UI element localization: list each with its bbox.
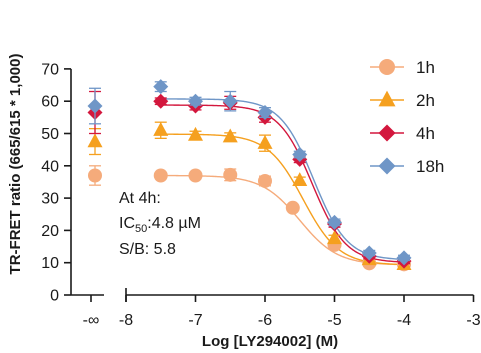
legend-label-18h: 18h	[416, 157, 444, 176]
data-point-2h	[292, 172, 308, 186]
data-point-2h-baseline	[87, 133, 103, 148]
y-axis-title: TR-FRET ratio (665/615 * 1,000)	[7, 54, 24, 275]
legend-marker-18h	[378, 157, 396, 175]
x-tick-label: -7	[188, 312, 202, 329]
legend-label-2h: 2h	[416, 91, 435, 110]
data-point-18h	[222, 93, 238, 109]
legend: 1h 2h 4h 18h	[370, 58, 444, 176]
data-point-4h	[153, 93, 169, 109]
x-tick-label: -4	[397, 312, 411, 329]
y-tick-label: 40	[41, 158, 59, 175]
y-tick-label: 0	[50, 288, 59, 305]
data-point-18h	[327, 214, 342, 230]
data-markers	[87, 79, 412, 272]
x-tick-label: -3	[466, 312, 480, 329]
data-point-18h	[153, 79, 169, 95]
data-point-18h	[188, 93, 203, 109]
fit-curve-4h	[160, 104, 405, 263]
x-tick-label: -5	[327, 312, 341, 329]
y-tick-label: 10	[41, 255, 59, 272]
x-tick-label: -8	[119, 312, 133, 329]
data-point-1h-baseline	[88, 168, 102, 183]
x-axis-title: Log [LY294002] (M)	[202, 333, 338, 350]
data-point-1h	[153, 168, 168, 183]
data-point-18h	[361, 245, 377, 261]
annotation: At 4h: IC50:4.8 µM S/B: 5.8	[119, 190, 201, 258]
y-tick-label: 70	[41, 61, 59, 78]
legend-marker-1h	[379, 59, 395, 75]
annotation-sb: S/B: 5.8	[119, 241, 176, 258]
y-tick-label: 30	[41, 191, 59, 208]
y-tick-label: 20	[41, 223, 59, 240]
y-tick-label: 50	[41, 126, 59, 143]
data-point-18h	[257, 105, 273, 121]
annotation-ic50: IC50:4.8 µM	[119, 215, 201, 235]
legend-marker-2h	[378, 90, 396, 107]
legend-label-1h: 1h	[416, 58, 435, 77]
data-point-2h	[222, 128, 238, 143]
data-point-1h	[188, 168, 203, 183]
legend-marker-4h	[378, 124, 396, 142]
data-point-2h	[188, 126, 203, 141]
x-tick-label: -6	[258, 312, 272, 329]
data-point-2h	[153, 122, 169, 136]
data-point-1h	[258, 173, 272, 188]
data-point-1h	[223, 167, 238, 182]
data-point-18h-baseline	[87, 98, 103, 114]
data-point-1h	[285, 200, 300, 215]
data-point-2h	[327, 230, 342, 245]
data-point-18h	[396, 250, 412, 266]
legend-label-4h: 4h	[416, 124, 435, 143]
annotation-line1: At 4h:	[119, 190, 161, 207]
data-point-2h	[257, 134, 273, 149]
x-tick-label-neg-infinity: -∞	[83, 312, 100, 329]
data-point-18h	[292, 146, 308, 162]
axes: 0 10 20 30 40 50 60 70 -8 -7 -6 -5 -4 -3 -∞	[41, 61, 481, 329]
fit-curve-2h	[160, 133, 405, 266]
y-tick-label: 60	[41, 94, 59, 111]
